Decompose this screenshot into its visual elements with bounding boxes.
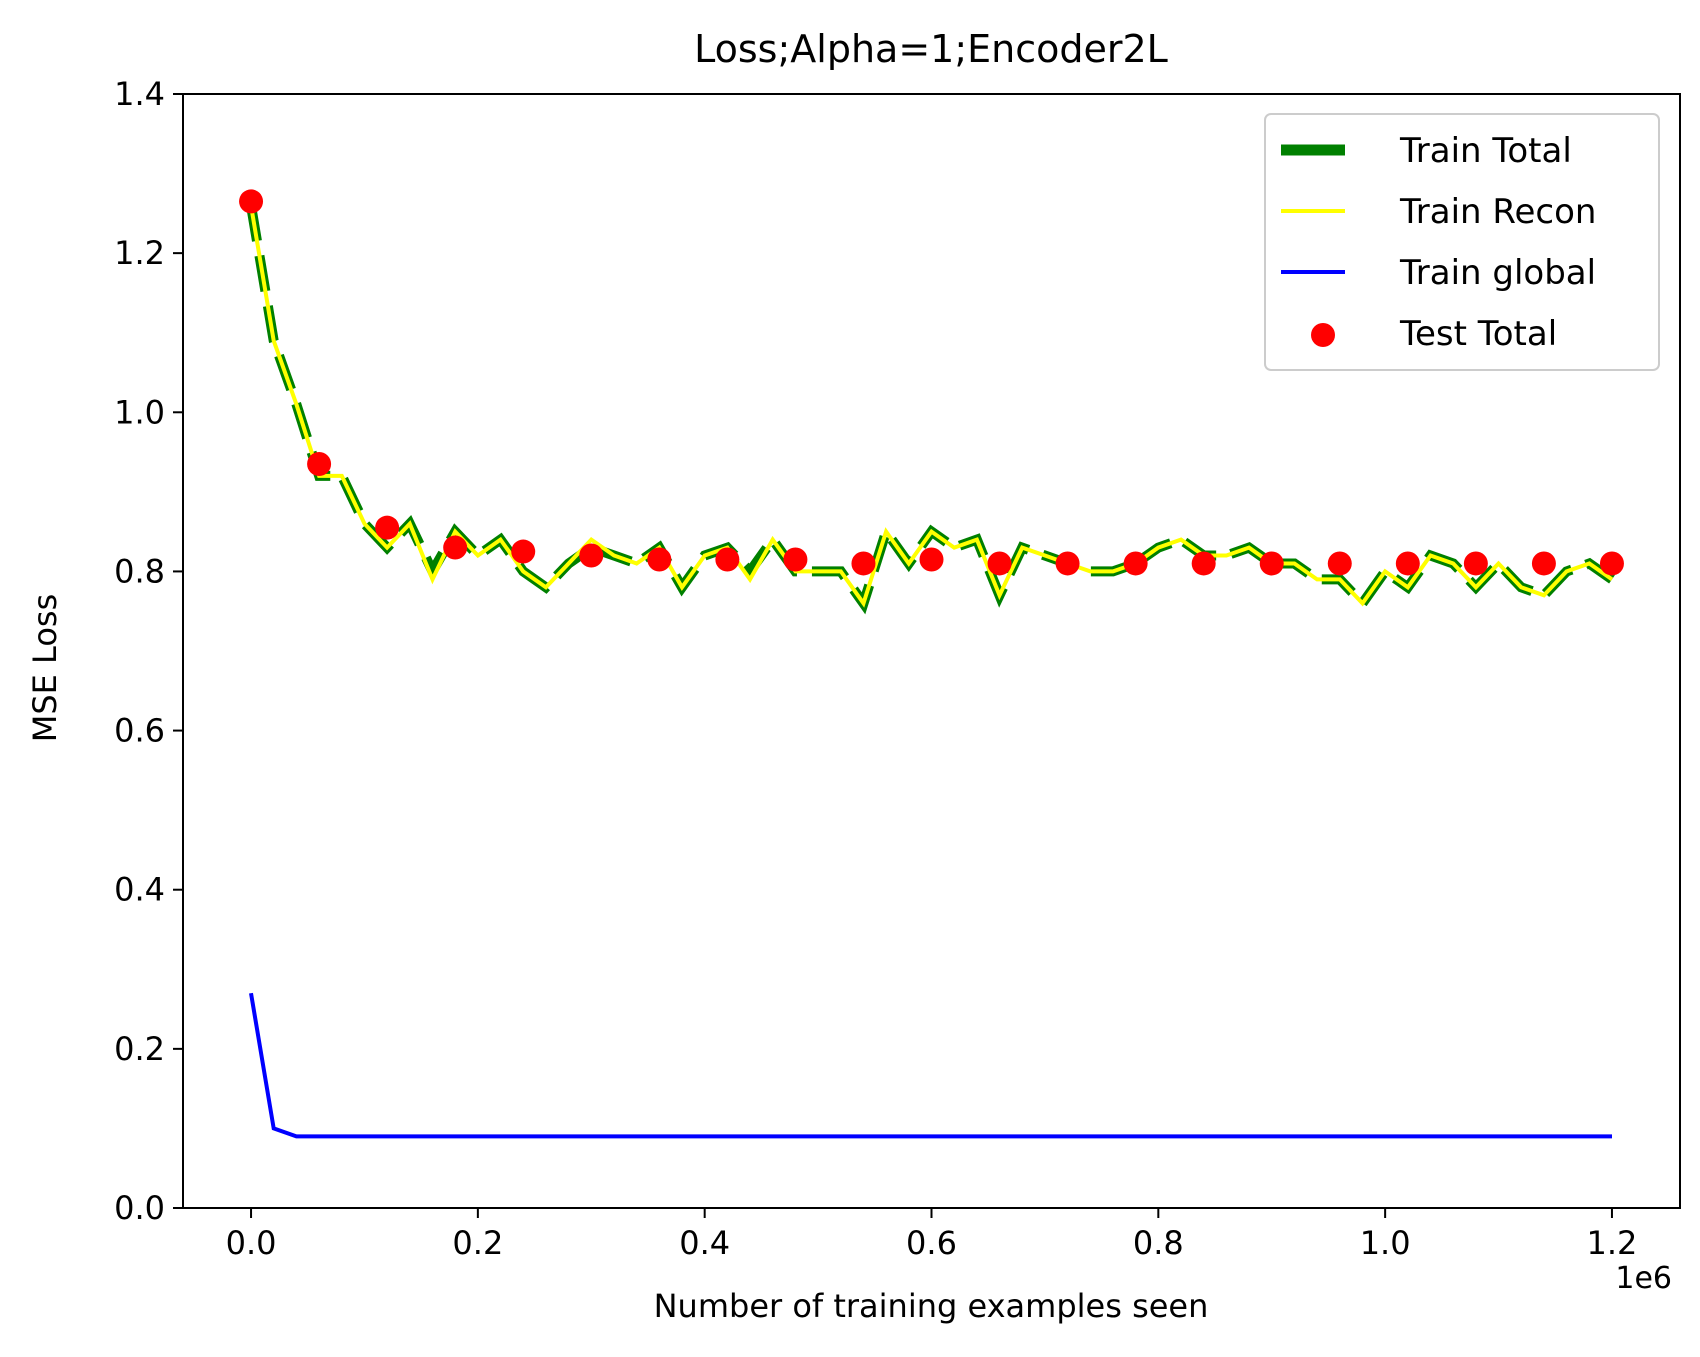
chart-title: Loss;Alpha=1;Encoder2L bbox=[694, 27, 1168, 71]
test-total-point bbox=[511, 539, 536, 564]
x-axis-label: Number of training examples seen bbox=[654, 1287, 1209, 1325]
y-tick-label: 1.4 bbox=[114, 75, 165, 113]
test-total-point bbox=[647, 547, 672, 572]
y-tick-label: 0.6 bbox=[114, 712, 165, 750]
y-tick-label: 1.0 bbox=[114, 393, 165, 431]
test-total-point bbox=[579, 543, 604, 568]
test-total-point bbox=[443, 535, 468, 560]
series-line-train-recon bbox=[249, 205, 1614, 608]
x-tick-label: 0.2 bbox=[452, 1224, 503, 1262]
x-tick-label: 0.6 bbox=[906, 1224, 957, 1262]
test-total-point bbox=[783, 547, 808, 572]
legend: Train Total Train Recon Train global Test T… bbox=[1264, 113, 1660, 371]
test-total-point bbox=[1463, 551, 1488, 576]
legend-label-train-total: Train Total bbox=[1399, 131, 1572, 171]
legend-label-train-recon: Train Recon bbox=[1399, 192, 1596, 232]
legend-label-test-total: Test Total bbox=[1399, 314, 1557, 354]
legend-label-train-global: Train global bbox=[1399, 253, 1596, 293]
x-tick-label: 0.0 bbox=[226, 1224, 277, 1262]
x-axis-offset-label: 1e6 bbox=[1615, 1261, 1672, 1296]
legend-swatch-test-total bbox=[1311, 323, 1335, 347]
series-line-train-global bbox=[249, 992, 1612, 1139]
test-total-point bbox=[239, 189, 264, 214]
y-tick-label: 1.2 bbox=[114, 234, 165, 272]
test-total-point bbox=[1191, 551, 1216, 576]
legend-box bbox=[1264, 113, 1660, 371]
test-total-point bbox=[375, 515, 400, 540]
test-total-point bbox=[919, 547, 944, 572]
axes: 0.0 0.2 0.4 0.6 0.8 1.0 1.2 0.0 0.2 0.4 0.6 0.8 1.0 1… bbox=[114, 75, 1681, 1262]
test-total-point bbox=[987, 551, 1012, 576]
y-tick-label: 0.4 bbox=[114, 871, 165, 909]
test-total-point bbox=[1599, 551, 1624, 576]
test-total-point bbox=[851, 551, 876, 576]
test-total-point bbox=[1395, 551, 1420, 576]
test-total-point bbox=[1531, 551, 1556, 576]
x-tick-label: 0.4 bbox=[679, 1224, 730, 1262]
test-total-point bbox=[1259, 551, 1284, 576]
test-total-point bbox=[715, 547, 740, 572]
y-tick-label: 0.2 bbox=[114, 1030, 165, 1068]
y-tick-label: 0.8 bbox=[114, 552, 165, 590]
y-tick-label: 0.0 bbox=[114, 1189, 165, 1227]
x-tick-label: 0.8 bbox=[1133, 1224, 1184, 1262]
test-total-point bbox=[307, 452, 332, 477]
x-tick-label: 1.2 bbox=[1587, 1224, 1638, 1262]
test-total-point bbox=[1327, 551, 1352, 576]
y-axis-label: MSE Loss bbox=[26, 594, 64, 743]
x-tick-label: 1.0 bbox=[1360, 1224, 1411, 1262]
test-total-point bbox=[1055, 551, 1080, 576]
test-total-point bbox=[1123, 551, 1148, 576]
plot-area bbox=[239, 189, 1624, 1139]
